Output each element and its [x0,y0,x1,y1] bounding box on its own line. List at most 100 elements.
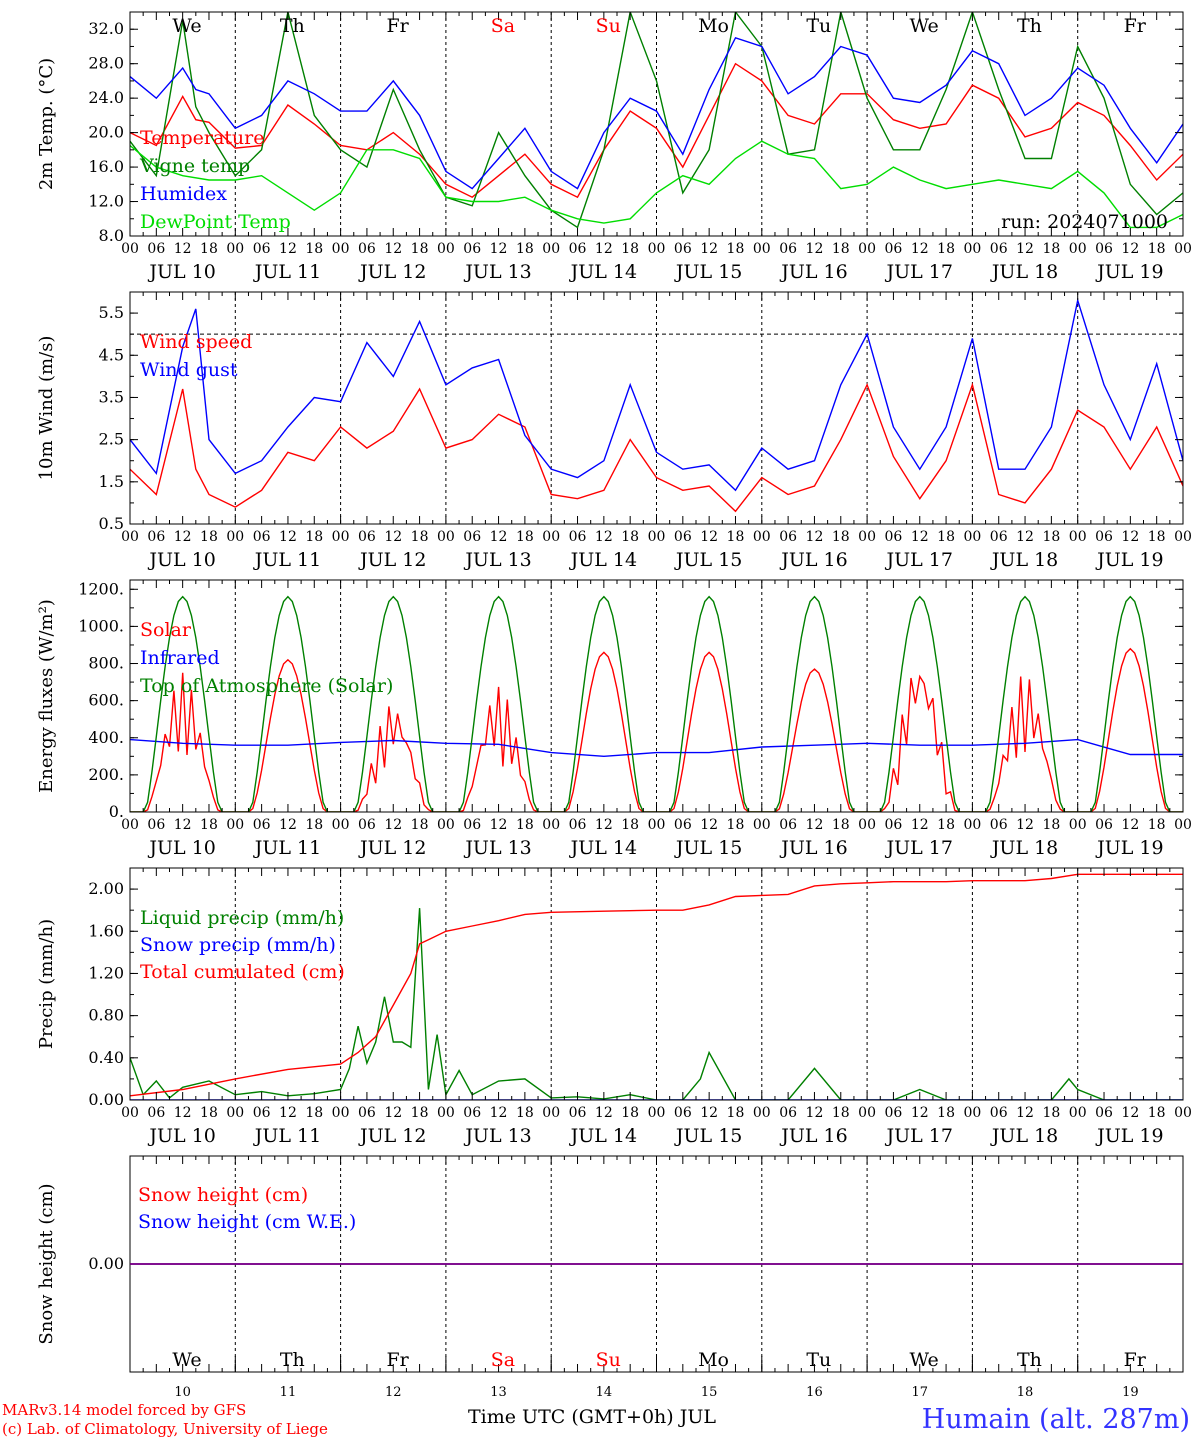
date-label: JUL 15 [674,549,742,571]
hour-tick-label: 00 [437,241,455,257]
hour-tick-label: 18 [937,529,955,545]
hour-tick-label: 00 [332,1105,350,1121]
day-label: Tu [806,1349,831,1371]
panel-energy: 0. 200. 400. 600. 800. 1000. 1200. Energy fluxe… [36,579,1192,859]
hour-tick-label: 12 [911,1105,929,1121]
day-label: Th [280,1349,305,1371]
hour-tick-label: 18 [1042,241,1060,257]
date-label: JUL 13 [463,549,531,571]
hour-tick-label: 00 [437,817,455,833]
day-number: 10 [174,1385,191,1400]
date-label: JUL 15 [674,837,742,859]
legend-entry: Snow precip (mm/h) [140,934,336,956]
hour-tick-label: 00 [542,817,560,833]
hour-tick-label: 00 [858,241,876,257]
hour-tick-label: 00 [753,241,771,257]
hour-tick-label: 00 [437,529,455,545]
hour-tick-label: 00 [858,1105,876,1121]
date-label: JUL 19 [1095,261,1163,283]
series-line-wind-speed [130,382,1183,513]
legend-entry: DewPoint Temp [140,211,291,233]
hour-tick-label: 06 [463,817,481,833]
footer: MARv3.14 model forced by GFS (c) Lab. of… [2,1401,1190,1438]
day-number: 17 [911,1385,928,1400]
legend-entry: Liquid precip (mm/h) [140,907,344,929]
hour-tick-label: 18 [200,1105,218,1121]
hour-tick-label: 06 [147,241,165,257]
y-axis-title: Energy fluxes (W/m²) [36,599,57,793]
y-tick-label: 1.5 [99,472,124,491]
day-label: We [910,15,939,37]
hour-tick-label: 00 [753,529,771,545]
y-axis-title: Precip (mm/h) [36,919,57,1049]
date-label: JUL 16 [779,549,847,571]
hour-tick-label: 00 [1069,241,1087,257]
date-label: JUL 12 [358,549,426,571]
y-axis-title: Snow height (cm) [36,1183,57,1344]
run-annotation: run: 2024071000 [1001,211,1168,233]
hour-tick-label: 12 [700,529,718,545]
date-label: JUL 12 [358,837,426,859]
hour-tick-label: 00 [1069,1105,1087,1121]
date-label: JUL 11 [253,261,321,283]
date-label: JUL 11 [253,1125,321,1147]
date-label: JUL 14 [569,837,637,859]
day-label: We [172,1349,201,1371]
hour-tick-label: 18 [411,1105,429,1121]
hour-tick-label: 06 [253,817,271,833]
hour-tick-label: 00 [121,1105,139,1121]
hour-tick-label: 18 [305,1105,323,1121]
hour-tick-label: 00 [963,241,981,257]
y-tick-label: 28.0 [88,54,124,73]
hour-tick-label: 06 [569,241,587,257]
date-label: JUL 12 [358,261,426,283]
hour-tick-label: 12 [279,529,297,545]
day-number: 11 [280,1385,297,1400]
day-label: We [910,1349,939,1371]
hour-tick-label: 06 [358,1105,376,1121]
panel-snow: 0.00 Snow height (cm) Snow height (cm) Snow… [36,1155,1184,1400]
date-label: JUL 19 [1095,837,1163,859]
y-tick-label: 0. [109,802,124,821]
legend-entry: Humidex [140,183,227,205]
legend-entry: Total cumulated (cm) [140,961,345,983]
hour-tick-label: 12 [1121,529,1139,545]
hour-tick-label: 00 [1174,817,1192,833]
hour-tick-label: 18 [937,1105,955,1121]
hour-tick-label: 06 [779,817,797,833]
hour-tick-label: 12 [806,1105,824,1121]
hour-tick-label: 18 [832,817,850,833]
hour-tick-label: 00 [226,817,244,833]
hour-tick-label: 18 [832,241,850,257]
day-label: Fr [1124,1349,1147,1371]
date-label: JUL 15 [674,261,742,283]
hour-tick-label: 12 [490,241,508,257]
hour-tick-label: 12 [595,529,613,545]
x-axis-title: Time UTC (GMT+0h) JUL [468,1406,716,1428]
hour-tick-label: 06 [990,1105,1008,1121]
y-tick-label: 5.5 [99,303,124,322]
hour-tick-label: 06 [1095,817,1113,833]
date-label: JUL 16 [779,837,847,859]
series-line-total-cumulated-cm- [130,873,1183,1097]
hour-tick-label: 18 [200,529,218,545]
date-label: JUL 11 [253,837,321,859]
date-label: JUL 14 [569,1125,637,1147]
day-number: 13 [490,1385,507,1400]
date-label: JUL 14 [569,261,637,283]
hour-tick-label: 06 [253,241,271,257]
hour-tick-label: 12 [911,817,929,833]
day-label: Sa [491,15,515,37]
hour-tick-label: 18 [621,241,639,257]
date-label: JUL 14 [569,549,637,571]
model-credit-line1: MARv3.14 model forced by GFS [2,1401,246,1419]
panel-temp: 8.0 12.0 16.0 20.0 24.0 28.0 32.0 2m Temp. (°C)… [36,11,1192,283]
hour-tick-label: 00 [648,817,666,833]
hour-tick-label: 12 [1016,817,1034,833]
hour-tick-label: 06 [990,817,1008,833]
hour-tick-label: 06 [674,817,692,833]
day-label: Mo [698,15,729,37]
panel-precip: 0.00 0.40 0.80 1.20 1.60 2.00 Precip (mm/h) Liq… [36,867,1192,1147]
y-tick-label: 12.0 [88,192,124,211]
hour-tick-label: 12 [806,529,824,545]
